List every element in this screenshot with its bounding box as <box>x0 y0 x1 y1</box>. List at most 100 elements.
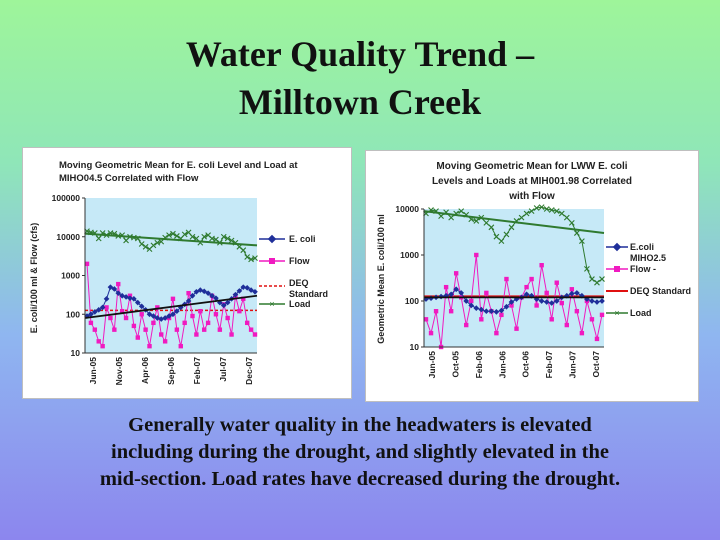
left-ecoli-point <box>107 284 114 290</box>
left-ecoli-point <box>115 290 122 296</box>
left-plot-area <box>85 198 257 353</box>
right-load-point <box>568 219 575 226</box>
left-y-axis-label: E. coli/100 ml & Flow (cfs) <box>29 223 39 334</box>
left-ecoli-point <box>189 292 196 299</box>
left-ecoli-point <box>99 304 106 311</box>
left-load-point <box>166 232 172 239</box>
left-load-point <box>95 235 102 242</box>
left-ecoli-point <box>103 296 110 302</box>
right-flow-point <box>559 300 564 306</box>
right-ecoli-point <box>503 303 510 310</box>
right-flow-point <box>448 309 454 314</box>
legend-ecoli-label-line1: E.coli <box>630 242 654 252</box>
left-ecoli-point <box>146 311 153 318</box>
right-flow-point <box>599 312 605 318</box>
left-flow-point <box>151 320 156 326</box>
right-load-point <box>578 238 585 245</box>
right-load-point <box>533 205 540 211</box>
right-load-point <box>543 206 550 212</box>
right-ecoli-point <box>594 299 600 305</box>
left-flow-point <box>159 332 164 337</box>
right-load-point <box>573 230 580 236</box>
legend-deq-label: DEQ Standard <box>630 286 691 296</box>
right-load-point <box>448 214 455 221</box>
left-flow-point <box>190 313 195 319</box>
left-y-tick-label: 1000 <box>61 271 80 281</box>
left-flow-point <box>229 332 234 337</box>
left-flow-point <box>155 305 160 310</box>
left-flow-point <box>202 327 207 332</box>
slide-title-line1: Water Quality Trend – <box>185 34 535 74</box>
left-ecoli-point <box>131 296 137 302</box>
left-flow-point <box>244 320 250 326</box>
left-load-point <box>228 237 235 244</box>
right-load-point <box>458 208 465 214</box>
right-load-point <box>558 210 565 217</box>
right-legend: E.coli MIHO2.5 Flow - DEQ Standard × Loa… <box>606 242 691 318</box>
left-ecoli-point <box>134 299 141 306</box>
right-load-point <box>498 238 505 245</box>
right-flow-point <box>589 317 595 322</box>
left-x-tick-label: Dec-07 <box>244 357 254 385</box>
right-ecoli-point <box>498 307 505 314</box>
left-y-tick-label: 10000 <box>56 232 80 242</box>
left-ecoli-point <box>224 299 231 306</box>
left-load-trendline <box>84 232 258 247</box>
left-flow-point <box>178 343 183 349</box>
right-ecoli-point <box>599 298 605 304</box>
right-x-tick-label: Oct-05 <box>450 351 460 378</box>
left-x-tick-label: Nov-05 <box>114 357 124 386</box>
left-legend: E. coli Flow DEQ Standard × Load <box>259 234 328 309</box>
caption-line1: Generally water quality in the headwater… <box>128 414 592 436</box>
left-ecoli-point <box>236 288 243 294</box>
left-ecoli-point <box>88 311 94 318</box>
right-ecoli-point <box>553 298 560 304</box>
left-flow-point <box>205 320 211 326</box>
caption-line3: mid-section. Load rates have decreased d… <box>99 468 621 490</box>
right-load-point <box>528 208 535 214</box>
left-chart-title-line2: MIHO04.5 Correlated with Flow <box>59 173 199 184</box>
right-flow-point <box>529 276 534 282</box>
left-ecoli-point <box>209 292 215 299</box>
left-ecoli-point <box>201 288 208 295</box>
right-x-tick-label: Oct-07 <box>591 351 601 378</box>
right-chart-title-line3: with Flow <box>508 191 555 202</box>
left-flow-point <box>88 320 94 326</box>
right-load-point <box>493 233 500 240</box>
left-flow-point <box>248 327 254 332</box>
left-load-point <box>142 243 149 250</box>
left-ecoli-point <box>174 308 180 315</box>
right-load-point <box>599 276 605 282</box>
right-chart-panel: Moving Geometric Mean for LWW E. coli Le… <box>365 150 699 402</box>
left-flow-point <box>116 281 121 287</box>
right-flow-point <box>423 317 429 322</box>
left-ecoli-point <box>240 284 247 290</box>
left-x-tick-label: Sep-06 <box>166 357 176 385</box>
right-flow-point <box>549 317 554 322</box>
right-ecoli-point <box>508 299 515 305</box>
legend-flow-marker <box>614 266 620 272</box>
right-flow-point <box>484 290 489 296</box>
right-load-point <box>563 214 570 221</box>
right-load-point <box>508 224 515 231</box>
left-ecoli-point <box>166 313 172 319</box>
left-load-point <box>224 235 231 242</box>
right-y-tick-label: 10 <box>410 342 420 352</box>
right-plot-area <box>424 209 604 347</box>
left-flow-point <box>119 308 125 314</box>
legend-deq-label-line2: Standard <box>289 289 328 299</box>
left-load-point <box>170 230 176 237</box>
left-load-point <box>150 242 157 249</box>
legend-ecoli-marker <box>612 242 622 252</box>
left-ecoli-point <box>162 315 168 321</box>
left-flow-point <box>147 343 152 349</box>
left-load-point <box>138 241 145 247</box>
right-load-point <box>473 218 480 224</box>
left-flow-point <box>225 315 230 321</box>
left-flow-point <box>92 327 98 332</box>
right-load-point <box>584 265 590 272</box>
left-flow-point <box>131 323 137 329</box>
left-load-point <box>189 233 196 240</box>
right-ecoli-point <box>548 300 555 306</box>
left-flow-point <box>170 296 176 302</box>
